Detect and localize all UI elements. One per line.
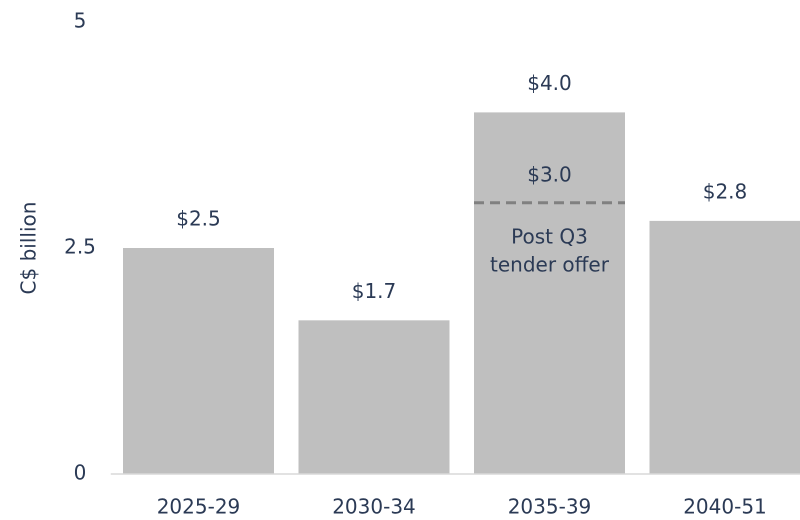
x-tick-label: 2035-39 xyxy=(508,495,592,519)
x-tick-label: 2030-34 xyxy=(332,495,416,519)
bar xyxy=(123,248,274,474)
bar xyxy=(649,220,800,474)
bar xyxy=(298,320,450,474)
x-tick-label: 2040-51 xyxy=(683,495,767,519)
value-label: $2.5 xyxy=(176,207,221,231)
value-label: $2.8 xyxy=(703,179,748,203)
y-tick-label: 0 xyxy=(74,461,87,485)
annotation-label: $3.0 xyxy=(527,162,572,186)
x-tick-label: 2025-29 xyxy=(157,495,241,519)
y-axis-label: C$ billion xyxy=(17,202,41,295)
y-tick-label: 2.5 xyxy=(64,235,96,259)
bar xyxy=(474,112,625,475)
value-label: $1.7 xyxy=(352,279,397,303)
value-label: $4.0 xyxy=(527,71,572,95)
annotation-text: Post Q3 xyxy=(511,224,588,248)
y-tick-label: 5 xyxy=(74,9,87,33)
annotation-text: tender offer xyxy=(490,252,610,276)
